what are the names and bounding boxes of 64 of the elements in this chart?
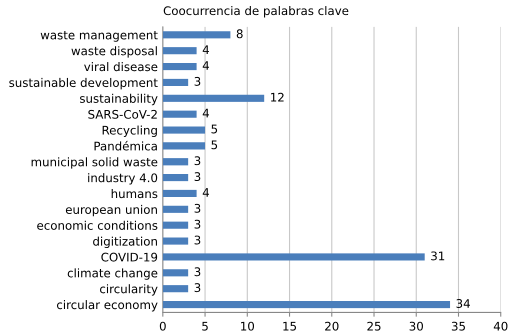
data-label: 8 bbox=[236, 29, 243, 38]
bar bbox=[162, 62, 197, 70]
y-tick-label: Pandémica bbox=[94, 140, 157, 151]
data-label: 3 bbox=[194, 172, 200, 182]
y-tick-label: circular economy bbox=[56, 300, 158, 312]
data-label: 5 bbox=[212, 140, 218, 150]
y-tick-label: sustainability bbox=[80, 94, 158, 106]
y-tick-label: industry 4.0 bbox=[88, 173, 158, 185]
bar bbox=[162, 142, 206, 150]
bar bbox=[162, 285, 188, 292]
data-label: 4 bbox=[202, 61, 210, 70]
x-tick-label: 10 bbox=[241, 322, 254, 331]
x-tick-label: 25 bbox=[367, 322, 380, 331]
data-label: 4 bbox=[202, 45, 210, 54]
bar bbox=[162, 222, 188, 229]
x-tick-label: 20 bbox=[325, 322, 339, 331]
bar bbox=[162, 238, 188, 245]
y-tick-label: sustainable development bbox=[9, 78, 158, 90]
y-tick-label: waste management bbox=[40, 31, 158, 42]
data-label: 3 bbox=[194, 76, 200, 86]
y-tick-label: municipal solid waste bbox=[32, 157, 158, 169]
x-tick-label: 15 bbox=[283, 322, 296, 331]
y-tick-label: viral disease bbox=[84, 62, 158, 72]
data-label: 31 bbox=[431, 251, 444, 260]
data-label: 3 bbox=[194, 204, 200, 213]
data-label: 3 bbox=[194, 283, 200, 292]
bar bbox=[162, 126, 206, 134]
bar bbox=[162, 94, 264, 102]
y-tick-label: waste disposal bbox=[71, 46, 157, 58]
bar bbox=[162, 78, 188, 86]
x-tick-label: 0 bbox=[160, 322, 166, 331]
bar bbox=[162, 253, 425, 261]
data-label: 4 bbox=[202, 108, 210, 118]
bar bbox=[162, 31, 230, 38]
data-label: 3 bbox=[194, 156, 200, 166]
data-label: 3 bbox=[194, 220, 200, 229]
bar bbox=[162, 269, 188, 276]
data-label: 3 bbox=[194, 236, 200, 245]
data-label: 4 bbox=[202, 188, 210, 197]
y-tick-label: digitization bbox=[93, 236, 157, 248]
y-tick-label: SARS-CoV-2 bbox=[88, 110, 157, 119]
y-tick-label: economic conditions bbox=[37, 220, 158, 230]
data-label: 12 bbox=[271, 92, 284, 102]
data-label: 3 bbox=[194, 267, 200, 276]
y-tick-label: european union bbox=[66, 204, 157, 216]
bar bbox=[162, 158, 188, 166]
y-tick-label: Recycling bbox=[102, 126, 157, 137]
bar bbox=[162, 300, 450, 308]
chart-title: Coocurrencia de palabras clave bbox=[164, 6, 348, 18]
bar bbox=[162, 47, 197, 54]
bar bbox=[162, 110, 197, 118]
y-tick-label: COVID-19 bbox=[101, 252, 158, 262]
data-label: 34 bbox=[456, 299, 470, 308]
y-tick-label: circularity bbox=[100, 284, 158, 296]
x-tick-label: 40 bbox=[494, 322, 508, 331]
x-tick-label: 30 bbox=[410, 322, 423, 331]
y-tick-label: humans bbox=[112, 188, 158, 198]
x-tick-label: 35 bbox=[452, 322, 465, 331]
y-tick-label: climate change bbox=[68, 268, 158, 280]
data-label: 5 bbox=[212, 124, 218, 134]
bar bbox=[162, 190, 197, 198]
bar bbox=[162, 174, 188, 182]
bar bbox=[162, 206, 188, 213]
x-tick-label: 5 bbox=[202, 322, 208, 331]
